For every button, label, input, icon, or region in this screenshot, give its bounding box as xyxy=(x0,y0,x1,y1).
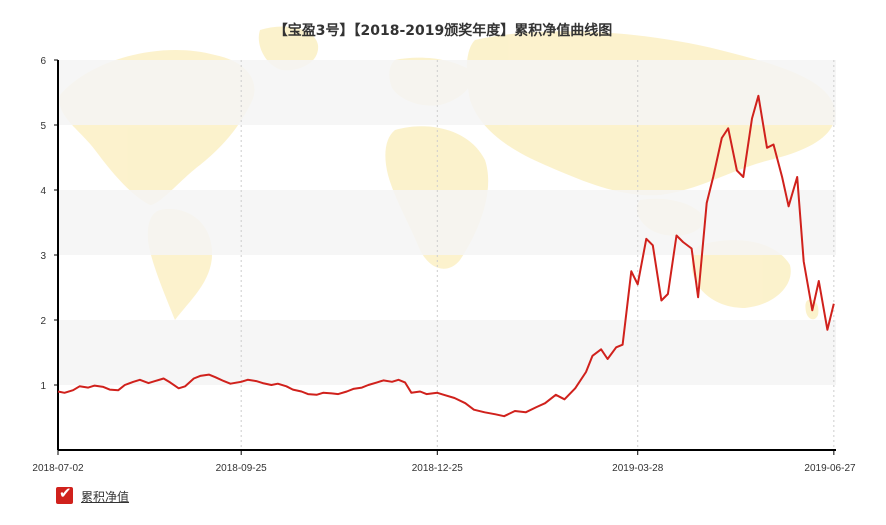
legend-label[interactable]: 累积净值 xyxy=(81,490,130,504)
x-tick-label-5: 2019-06-27 xyxy=(804,463,856,474)
x-tick-label-4: 2019-03-28 xyxy=(612,463,664,474)
y-tick-label-6: 6 xyxy=(40,56,46,67)
grid-bands xyxy=(58,60,836,385)
y-tick-label-4: 4 xyxy=(40,186,46,197)
series-line-cumulative-nav xyxy=(57,94,835,418)
y-tick-label-2: 2 xyxy=(40,316,46,327)
x-tick-label-1: 2018-07-02 xyxy=(32,463,84,474)
grid-band-2 xyxy=(58,190,836,255)
chart-title: 【宝盈3号】【2018-2019颁奖年度】累积净值曲线图 xyxy=(274,22,612,39)
y-axis-ticks: 1 2 3 4 5 6 xyxy=(40,56,58,392)
grid-band-1 xyxy=(58,320,836,385)
x-axis-ticks: 2018-07-02 2018-09-25 2018-12-25 2019-03-28… xyxy=(32,450,856,474)
check-icon: ✔ xyxy=(59,484,72,502)
y-tick-label-3: 3 xyxy=(40,251,46,262)
grid-band-3 xyxy=(58,60,836,125)
y-tick-label-1: 1 xyxy=(40,381,46,392)
map-greenland xyxy=(258,26,319,71)
x-tick-label-2: 2018-09-25 xyxy=(216,463,268,474)
x-tick-label-3: 2018-12-25 xyxy=(412,463,464,474)
legend-checkbox[interactable]: ✔ xyxy=(56,484,73,504)
map-australia xyxy=(691,240,791,308)
y-tick-label-5: 5 xyxy=(40,121,46,132)
